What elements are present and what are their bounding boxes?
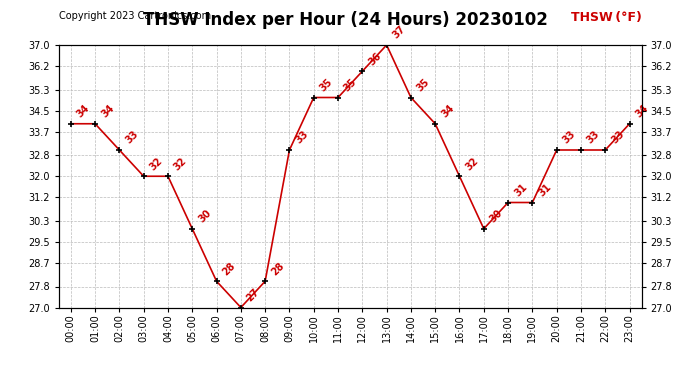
Text: 35: 35: [342, 77, 359, 93]
Text: 32: 32: [172, 156, 189, 172]
Text: THSW Index per Hour (24 Hours) 20230102: THSW Index per Hour (24 Hours) 20230102: [143, 11, 547, 29]
Text: 35: 35: [415, 77, 432, 93]
Text: 33: 33: [561, 129, 578, 146]
Text: 28: 28: [221, 260, 237, 277]
Text: 33: 33: [124, 129, 140, 146]
Text: Copyright 2023 Cartronics.com: Copyright 2023 Cartronics.com: [59, 11, 210, 21]
Text: 30: 30: [197, 208, 213, 225]
Text: 37: 37: [391, 24, 407, 41]
Text: 32: 32: [148, 156, 164, 172]
Text: 34: 34: [99, 103, 116, 120]
Text: 34: 34: [633, 103, 651, 120]
Text: 27: 27: [245, 287, 262, 303]
Text: 34: 34: [75, 103, 92, 120]
Text: 28: 28: [269, 260, 286, 277]
Text: 33: 33: [609, 129, 626, 146]
Text: 31: 31: [512, 182, 529, 198]
Text: 30: 30: [488, 208, 504, 225]
Text: 35: 35: [318, 77, 335, 93]
Text: THSW (°F): THSW (°F): [571, 11, 642, 24]
Text: 33: 33: [585, 129, 602, 146]
Text: 34: 34: [440, 103, 456, 120]
Text: 31: 31: [537, 182, 553, 198]
Text: 32: 32: [464, 156, 480, 172]
Text: 33: 33: [294, 129, 310, 146]
Text: 36: 36: [366, 51, 383, 67]
